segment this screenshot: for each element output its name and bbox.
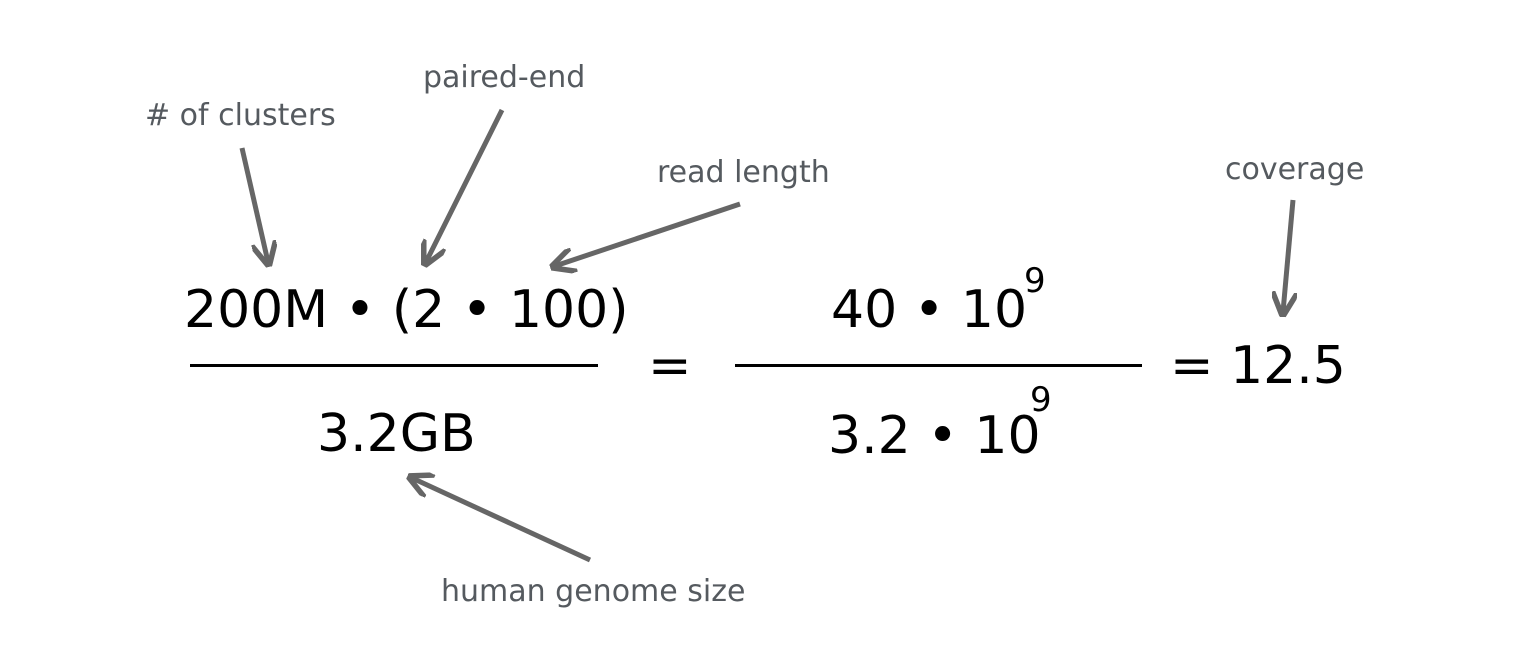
paired-end-label: paired-end	[423, 60, 586, 95]
coverage-result: = 12.5	[1170, 336, 1346, 396]
clusters-label: # of clusters	[145, 98, 336, 133]
genome-size-arrow	[412, 478, 592, 563]
coverage-label: coverage	[1225, 152, 1365, 187]
numerator-clusters-times-read-bases: 200M • (2 • 100)	[184, 280, 629, 340]
equals-sign: =	[648, 336, 692, 396]
genome-size-label: human genome size	[441, 574, 746, 609]
denominator-genome-size: 3.2GB	[317, 404, 476, 464]
numerator-exponent: 9	[1024, 261, 1046, 301]
clusters-arrow	[239, 147, 268, 262]
read-length-arrow	[555, 201, 741, 266]
numerator-total-bases: 40 • 10	[831, 280, 1028, 340]
denominator-genome-bases: 3.2 • 10	[828, 406, 1041, 466]
paired-end-arrow	[426, 108, 505, 262]
coverage-arrow	[1283, 199, 1293, 312]
denominator-exponent: 9	[1030, 380, 1052, 420]
fraction-bar-1	[190, 364, 598, 367]
fraction-bar-2	[735, 364, 1142, 367]
read-length-label: read length	[657, 155, 830, 190]
